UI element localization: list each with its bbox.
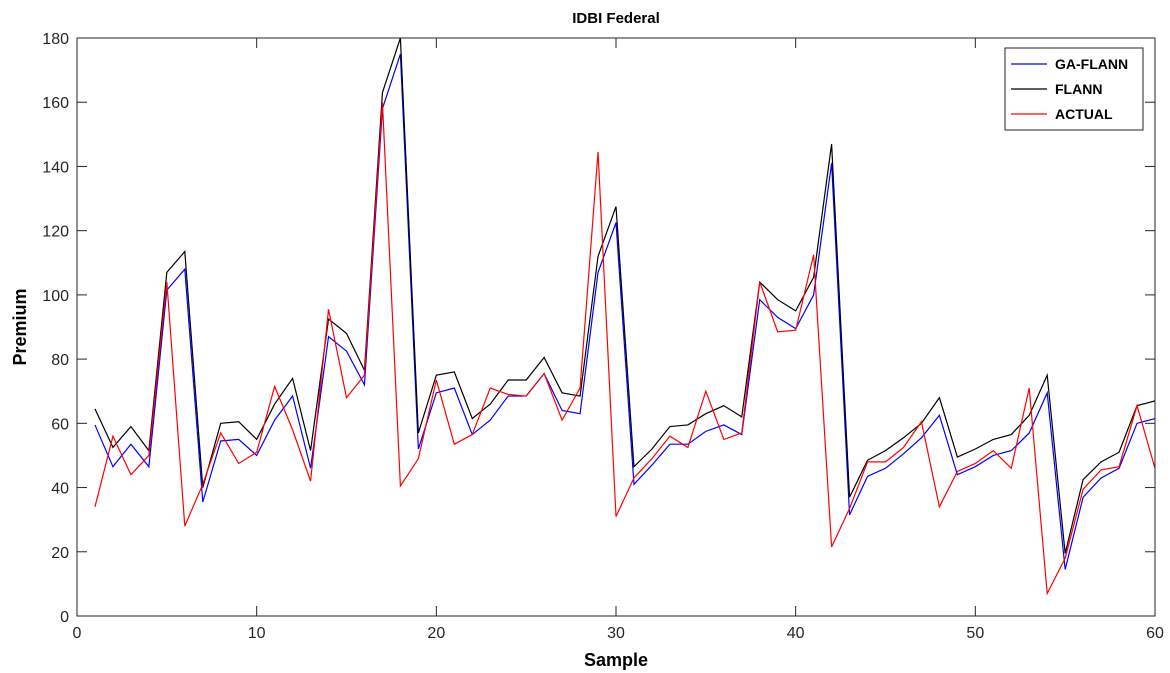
x-tick-label: 40: [787, 625, 805, 642]
y-tick-label: 140: [42, 159, 69, 176]
x-tick-label: 10: [248, 625, 266, 642]
series-line-actual: [94, 102, 1156, 596]
y-tick-label: 60: [51, 416, 69, 433]
x-tick-label: 60: [1146, 625, 1164, 642]
y-tick-label: 180: [42, 31, 69, 48]
legend: GA-FLANN FLANN ACTUAL: [1004, 47, 1144, 131]
y-tick-label: 160: [42, 95, 69, 112]
y-axis-title: Premium: [10, 288, 30, 365]
y-tick-label: 100: [42, 288, 69, 305]
x-tick-label: 50: [966, 625, 984, 642]
series-line-flann: [94, 37, 1156, 554]
y-tick-label: 120: [42, 224, 69, 241]
y-tick-label: 40: [51, 481, 69, 498]
x-tick-label: 20: [427, 625, 445, 642]
legend-label-flann: FLANN: [1055, 81, 1102, 97]
y-tick-label: 20: [51, 545, 69, 562]
legend-label-ga-flann: GA-FLANN: [1055, 56, 1128, 72]
legend-label-actual: ACTUAL: [1055, 106, 1113, 122]
series-line-ga-flann: [94, 53, 1156, 570]
y-tick-label: 0: [60, 609, 69, 626]
plot-background: [77, 38, 1155, 616]
x-tick-label: 30: [607, 625, 625, 642]
chart-title: IDBI Federal: [572, 10, 660, 27]
y-tick-label: 80: [51, 352, 69, 369]
plot-area: 0 10 20 30 40 50 60 0 20 40 60 80 100 120 140 160 180: [42, 31, 1164, 642]
x-tick-label: 0: [73, 625, 82, 642]
x-axis-title: Sample: [584, 650, 648, 670]
